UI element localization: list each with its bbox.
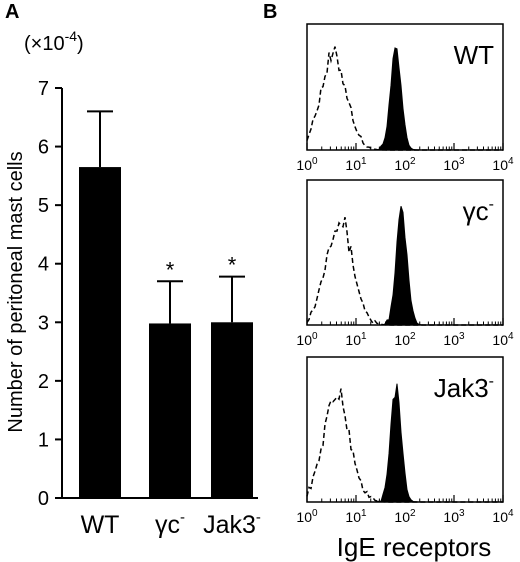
histogram-plot: 100 101 102 103 104 WT <box>296 23 514 173</box>
x-tick-label: 100 <box>296 156 318 173</box>
plot-frame <box>306 356 504 503</box>
x-axis-title: IgE receptors <box>337 532 492 562</box>
panel-label-a: A <box>5 1 19 23</box>
y-tick-label: 5 <box>38 195 49 217</box>
y-tick-label: 0 <box>38 488 49 510</box>
x-tick-label: 103 <box>443 156 465 173</box>
significance-marker: * <box>166 257 175 282</box>
x-tick-label: 104 <box>492 156 514 173</box>
plot-title: γc- <box>463 196 494 226</box>
y-axis-title: Number of peritoneal mast cells <box>5 151 27 432</box>
x-tick-label: 103 <box>443 508 465 525</box>
category-label: γc- <box>155 509 185 539</box>
x-tick-label: 100 <box>296 331 318 348</box>
bar-chart: 0 1 2 3 4 5 6 7 WT * γc- * Jak3- <box>38 78 261 539</box>
x-tick-label: 101 <box>345 156 367 173</box>
x-tick-label: 104 <box>492 331 514 348</box>
bar <box>211 322 253 498</box>
category-label: WT <box>81 511 120 539</box>
x-tick-label: 104 <box>492 508 514 525</box>
y-tick-label: 4 <box>38 254 49 276</box>
bar <box>79 167 121 499</box>
x-tick-label: 100 <box>296 508 318 525</box>
control-histogram <box>306 46 503 151</box>
y-tick-label: 2 <box>38 371 49 393</box>
panel-label-b: B <box>263 1 277 23</box>
scale-label: (×10-4) <box>24 28 84 55</box>
y-tick-label: 1 <box>38 429 49 451</box>
x-tick-label: 102 <box>394 508 416 525</box>
x-tick-label: 102 <box>394 331 416 348</box>
x-tick-label: 101 <box>345 331 367 348</box>
x-tick-label: 101 <box>345 508 367 525</box>
control-histogram <box>306 217 503 326</box>
x-tick-label: 103 <box>443 331 465 348</box>
y-tick-label: 3 <box>38 312 49 334</box>
y-tick-label: 7 <box>38 78 49 100</box>
y-tick-label: 6 <box>38 137 49 159</box>
significance-marker: * <box>228 253 237 278</box>
bar <box>149 323 191 498</box>
category-label: Jak3- <box>203 509 261 539</box>
histogram-plot: 100 101 102 103 104 Jak3- <box>296 356 514 525</box>
x-tick-label: 102 <box>394 156 416 173</box>
plot-title: Jak3- <box>434 373 494 403</box>
histogram-plot: 100 101 102 103 104 γc- <box>296 179 514 348</box>
plot-title: WT <box>454 40 495 70</box>
